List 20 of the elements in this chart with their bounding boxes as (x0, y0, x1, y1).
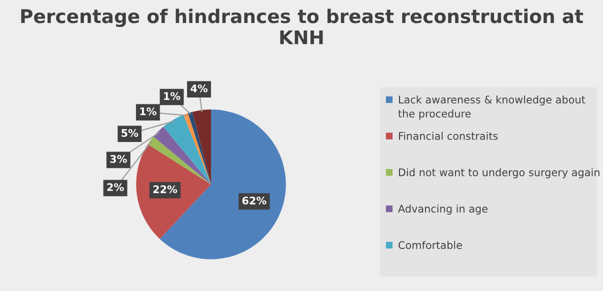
data-label: 1% (164, 92, 180, 100)
data-label: 62% (242, 196, 266, 204)
data-label: 5% (122, 129, 138, 137)
pie-slice (163, 114, 212, 184)
data-label: 3% (110, 155, 127, 163)
data-label: 1% (140, 107, 156, 116)
data-label: 22% (153, 185, 178, 194)
data-label: 4% (190, 84, 208, 92)
legend-label: Advancing in age (398, 204, 488, 215)
pie-slice (192, 110, 212, 184)
pie-slice (188, 112, 212, 184)
legend-label: Lack awareness & knowledge about the procedure (398, 95, 586, 120)
pie-slice (183, 113, 212, 184)
pie-slice (148, 136, 212, 184)
legend-label: Did not want to undergo surgery again (399, 168, 600, 178)
legend-label: Comfortable (398, 240, 462, 250)
data-label: 2% (107, 183, 124, 192)
chart-title: Percentage of hindrances to breast reconstruction at KNH (21, 8, 584, 44)
pie-slice (153, 126, 212, 184)
legend-label: Financial constraits (399, 132, 498, 140)
